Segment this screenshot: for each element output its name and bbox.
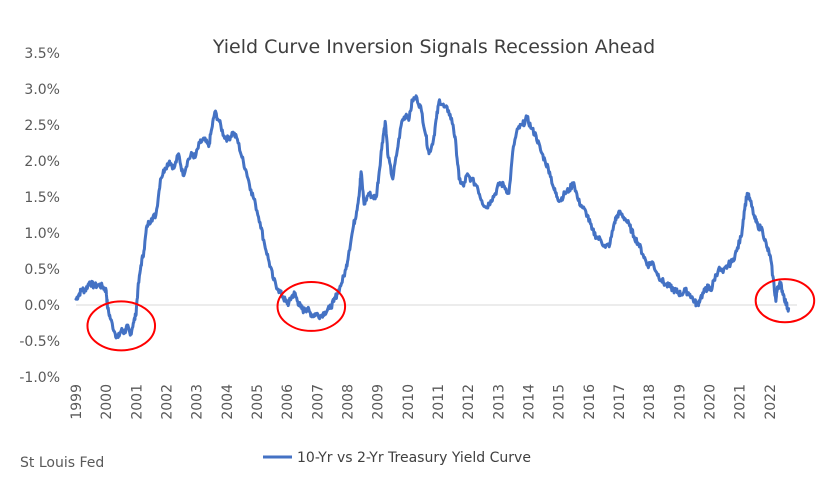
y-axis: 3.5% 3.0% 2.5% 2.0% 1.5% 1.0% 0.5% 0.0% -0.5% -1.… <box>19 46 60 386</box>
inversion-circle <box>86 300 157 352</box>
x-tick-label: 2022 <box>763 384 779 420</box>
x-axis: 1999 2000 2001 2002 2003 2004 2005 2006 2007 2008… <box>69 384 779 420</box>
source-label: St Louis Fed <box>20 455 104 471</box>
x-tick-label: 2020 <box>703 384 719 420</box>
y-tick-label: 1.0% <box>24 226 60 242</box>
x-tick-label: 2013 <box>491 384 507 420</box>
legend: 10-Yr vs 2-Yr Treasury Yield Curve <box>263 450 531 466</box>
y-tick-label: -1.0% <box>19 370 60 386</box>
x-tick-label: 2017 <box>612 384 628 420</box>
x-tick-label: 2001 <box>129 384 145 420</box>
x-tick-label: 2011 <box>431 384 447 420</box>
x-tick-label: 2014 <box>522 384 538 420</box>
x-tick-label: 2008 <box>341 384 357 420</box>
x-tick-label: 2015 <box>552 384 568 420</box>
legend-label: 10-Yr vs 2-Yr Treasury Yield Curve <box>297 450 531 466</box>
inversion-circle <box>754 278 816 324</box>
x-tick-label: 2004 <box>220 384 236 420</box>
x-tick-label: 2000 <box>99 384 115 420</box>
x-tick-label: 2012 <box>461 384 477 420</box>
y-tick-label: 3.0% <box>24 82 60 98</box>
y-tick-label: 0.0% <box>24 298 60 314</box>
y-tick-label: 0.5% <box>24 262 60 278</box>
y-tick-label: 2.5% <box>24 118 60 134</box>
x-tick-label: 2007 <box>310 384 326 420</box>
y-tick-label: 3.5% <box>24 46 60 62</box>
inversion-highlights <box>86 278 816 352</box>
y-tick-label: 1.5% <box>24 190 60 206</box>
y-tick-label: -0.5% <box>19 334 60 350</box>
x-tick-label: 2005 <box>250 384 266 420</box>
x-tick-label: 2010 <box>401 384 417 420</box>
x-tick-label: 2016 <box>582 384 598 420</box>
inversion-circle <box>276 280 347 332</box>
x-tick-label: 2019 <box>672 384 688 420</box>
x-tick-label: 2006 <box>280 384 296 420</box>
x-tick-label: 1999 <box>69 384 85 420</box>
series-line <box>74 94 791 340</box>
chart-title: Yield Curve Inversion Signals Recession … <box>212 36 655 58</box>
x-tick-label: 2021 <box>733 384 749 420</box>
x-tick-label: 2009 <box>371 384 387 420</box>
y-tick-label: 2.0% <box>24 154 60 170</box>
x-tick-label: 2003 <box>190 384 206 420</box>
x-tick-label: 2018 <box>642 384 658 420</box>
x-tick-label: 2002 <box>160 384 176 420</box>
